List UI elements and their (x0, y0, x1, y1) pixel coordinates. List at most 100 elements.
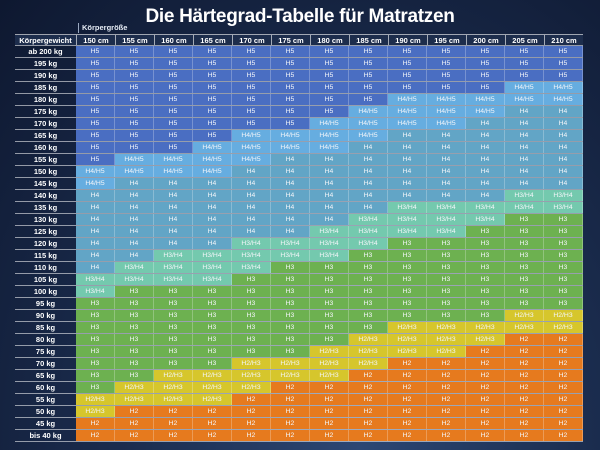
hardness-cell: H4/H5 (310, 130, 349, 141)
hardness-cell: H2/H3 (193, 394, 232, 405)
row-label: 115 kg (34, 251, 57, 260)
hardness-cell: H2 (544, 382, 583, 393)
hardness-cell: H2/H3 (310, 358, 349, 369)
hardness-cell: H5 (154, 106, 193, 117)
hardness-cell: H2 (154, 430, 193, 441)
hardness-cell: H4 (544, 178, 583, 189)
hardness-cell: H2 (349, 430, 388, 441)
hardness-cell: H2/H3 (427, 346, 466, 357)
hardness-cell: H4 (232, 226, 271, 237)
hardness-cell: H4 (466, 142, 505, 153)
hardness-cell: H3 (466, 274, 505, 285)
hardness-cell: H4 (193, 226, 232, 237)
hardness-cell: H5 (505, 46, 544, 57)
table-row: bis 40 kg H2 H2 H2 H2 H2 H2 H2 H2 H2 H2 H2 H2 H2 (15, 430, 583, 442)
hardness-cell: H5 (349, 46, 388, 57)
hardness-cell: H3/H4 (427, 226, 466, 237)
hardness-cell: H4 (505, 178, 544, 189)
row-label: 75 kg (35, 347, 56, 356)
column-header: 190 cm (388, 35, 427, 45)
hardness-cell: H2 (310, 394, 349, 405)
hardness-cell: H4 (544, 130, 583, 141)
hardness-cell: H3 (115, 346, 154, 357)
table-row: 195 kg H5 H5 H5 H5 H5 H5 H5 H5 H5 H5 H5 H5 H5 (15, 58, 583, 70)
hardness-cell: H4 (115, 190, 154, 201)
hardness-cell: H5 (544, 58, 583, 69)
hardness-cell: H2 (271, 406, 310, 417)
column-header: 210 cm (544, 35, 583, 45)
hardness-cell: H3/H4 (193, 274, 232, 285)
table-row: 170 kg H5 H5 H5 H5 H5 H5 H4/H5 H4/H5 H4/H5 H4/H5 H4… (15, 118, 583, 130)
hardness-cell: H2 (388, 406, 427, 417)
hardness-cell: H4 (544, 106, 583, 117)
hardness-cell: H5 (76, 130, 115, 141)
hardness-cell: H2 (505, 406, 544, 417)
header-row: Körpergewicht 150 cm 155 cm 160 cm 165 cm 170… (15, 34, 583, 46)
hardness-cell: H5 (154, 82, 193, 93)
hardness-cell: H4 (310, 214, 349, 225)
hardness-cell: H4 (76, 238, 115, 249)
hardness-cell: H4/H5 (349, 118, 388, 129)
hardness-cell: H3/H4 (310, 238, 349, 249)
hardness-cell: H5 (115, 58, 154, 69)
hardness-cell: H3 (544, 226, 583, 237)
hardness-cell: H3 (544, 262, 583, 273)
hardness-cell: H4 (310, 166, 349, 177)
hardness-cell: H3/H4 (349, 238, 388, 249)
hardness-cell: H3 (115, 298, 154, 309)
hardness-cell: H3 (310, 298, 349, 309)
hardness-cell: H5 (232, 118, 271, 129)
hardness-cell: H3 (466, 226, 505, 237)
hardness-cell: H3 (76, 358, 115, 369)
row-label: 165 kg (33, 131, 58, 140)
hardness-cell: H3 (349, 310, 388, 321)
hardness-cell: H4/H5 (388, 106, 427, 117)
hardness-cell: H4 (427, 166, 466, 177)
column-header: 200 cm (466, 35, 505, 45)
hardness-cell: H4 (76, 250, 115, 261)
hardness-cell: H3/H4 (544, 202, 583, 213)
hardness-cell: H3/H4 (232, 262, 271, 273)
hardness-cell: H4/H5 (115, 166, 154, 177)
row-label: 135 kg (33, 203, 58, 212)
table-row: 45 kg H2 H2 H2 H2 H2 H2 H2 H2 H2 H2 H2 H2 H2 (15, 418, 583, 430)
hardness-cell: H3 (76, 346, 115, 357)
hardness-cell: H3 (76, 382, 115, 393)
hardness-cell: H2 (388, 394, 427, 405)
hardness-cell: H3 (544, 214, 583, 225)
hardness-cell: H2/H3 (154, 394, 193, 405)
hardness-cell: H5 (193, 94, 232, 105)
hardness-cell: H5 (232, 82, 271, 93)
hardness-cell: H5 (193, 118, 232, 129)
hardness-cell: H3 (388, 250, 427, 261)
hardness-cell: H2 (271, 418, 310, 429)
table-row: 105 kg H3/H4 H3/H4 H3/H4 H3/H4 H3 H3 H3 H3 H3 H3 H3… (15, 274, 583, 286)
hardness-cell: H3 (427, 274, 466, 285)
table-row: 90 kg H3 H3 H3 H3 H3 H3 H3 H3 H3 H3 H3 H2/H3 H2/H3 (15, 310, 583, 322)
hardness-cell: H4/H5 (76, 166, 115, 177)
hardness-cell: H5 (193, 82, 232, 93)
hardness-cell: H2/H3 (388, 334, 427, 345)
hardness-cell: H4/H5 (505, 94, 544, 105)
column-header: 170 cm (232, 35, 271, 45)
row-label: 155 kg (33, 155, 58, 164)
hardness-cell: H5 (271, 46, 310, 57)
hardness-cell: H3 (427, 310, 466, 321)
hardness-cell: H2 (310, 382, 349, 393)
hardness-cell: H5 (310, 70, 349, 81)
hardness-cell: H4 (193, 202, 232, 213)
row-label: 160 kg (33, 143, 58, 152)
hardness-cell: H2 (544, 334, 583, 345)
table-row: 185 kg H5 H5 H5 H5 H5 H5 H5 H5 H5 H5 H5 H4/H5 H4/H5 (15, 82, 583, 94)
hardness-cell: H3 (154, 334, 193, 345)
row-label: 190 kg (33, 71, 58, 80)
hardness-cell: H2 (427, 370, 466, 381)
hardness-cell: H2 (544, 346, 583, 357)
hardness-table: Körpergewicht 150 cm 155 cm 160 cm 165 cm 170… (15, 34, 583, 442)
hardness-cell: H2 (427, 406, 466, 417)
hardness-cell: H5 (427, 46, 466, 57)
hardness-cell: H3 (310, 334, 349, 345)
hardness-cell: H5 (193, 46, 232, 57)
hardness-cell: H2 (271, 394, 310, 405)
hardness-cell: H2 (427, 382, 466, 393)
